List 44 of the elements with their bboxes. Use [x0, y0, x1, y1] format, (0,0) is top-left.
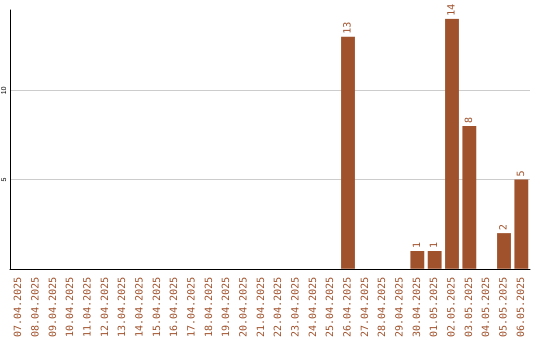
x-tick-label: 13.04.2025	[117, 276, 128, 338]
x-tick-label: 24.04.2025	[308, 276, 319, 338]
x-tick-label: 06.05.2025	[516, 276, 527, 338]
data-label: 2	[498, 224, 510, 230]
bar	[410, 250, 424, 269]
x-tick-label: 05.05.2025	[498, 276, 510, 338]
x-tick-label: 22.04.2025	[273, 276, 284, 338]
x-tick-label: 02.05.2025	[446, 276, 458, 338]
x-tick-label: 23.04.2025	[290, 276, 302, 338]
x-tick-label: 29.04.2025	[394, 276, 406, 338]
x-tick-label: 25.04.2025	[325, 276, 336, 338]
bar	[462, 126, 476, 269]
x-tick-label: 28.04.2025	[377, 276, 388, 338]
x-tick-label: 26.04.2025	[342, 276, 354, 338]
x-tick-label: 27.04.2025	[360, 276, 371, 338]
data-label: 14	[446, 4, 458, 16]
bar	[445, 18, 459, 269]
x-tick-label: 08.04.2025	[30, 276, 42, 338]
x-tick-label: 01.05.2025	[429, 276, 440, 338]
x-tick-label: 09.04.2025	[48, 276, 59, 338]
x-tick-label: 10.04.2025	[65, 276, 76, 338]
x-tick-label: 18.04.2025	[204, 276, 215, 338]
x-tick-label: 12.04.2025	[100, 276, 111, 338]
x-tick-label: 16.04.2025	[169, 276, 180, 338]
data-label: 13	[342, 22, 354, 34]
data-label: 5	[516, 170, 527, 177]
x-tick-label: 20.04.2025	[238, 276, 250, 338]
data-label: 1	[429, 242, 440, 248]
x-tick-label: 17.04.2025	[186, 276, 198, 338]
data-label: 1	[412, 242, 423, 248]
x-tick-label: 21.04.2025	[256, 276, 267, 338]
x-tick-label: 03.05.2025	[464, 276, 475, 338]
data-label: 8	[464, 116, 475, 124]
bar	[341, 36, 355, 269]
x-tick-label: 15.04.2025	[152, 276, 163, 338]
bar	[514, 180, 528, 269]
x-tick-label: 07.04.2025	[13, 276, 24, 338]
bar	[428, 250, 442, 269]
x-tick-label: 04.05.2025	[481, 276, 492, 338]
x-tick-label: 11.04.2025	[82, 276, 94, 338]
x-tick-label: 14.04.2025	[134, 276, 146, 338]
x-tick-label: 19.04.2025	[221, 276, 232, 338]
x-tick-label: 30.04.2025	[412, 276, 423, 338]
bar	[497, 233, 511, 269]
